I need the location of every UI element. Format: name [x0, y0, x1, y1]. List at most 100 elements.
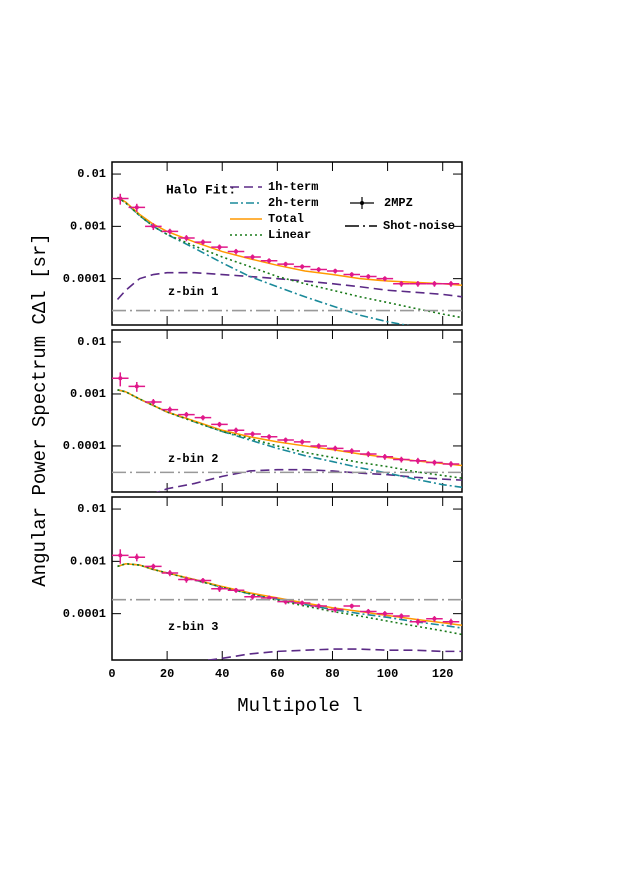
data-point [250, 254, 255, 259]
x-tick-label: 40 [215, 667, 229, 681]
data-point [432, 460, 437, 465]
y-tick-label: 0.001 [70, 220, 106, 234]
x-tick-label: 60 [270, 667, 284, 681]
data-point [399, 457, 404, 462]
data-point [366, 609, 371, 614]
y-tick-label: 0.0001 [63, 439, 106, 453]
data-point [184, 235, 189, 240]
series-line [116, 271, 462, 301]
data-point [283, 438, 288, 443]
data-point [415, 619, 420, 624]
data-point [432, 616, 437, 621]
data-point [349, 604, 354, 609]
data-point [200, 578, 205, 583]
x-tick-label: 120 [432, 667, 454, 681]
series-line [117, 196, 410, 325]
legend-label: Shot-noise [383, 219, 455, 233]
data-point [283, 262, 288, 267]
data-point [300, 264, 305, 269]
data-point [432, 281, 437, 286]
data-point [415, 281, 420, 286]
data-point [184, 577, 189, 582]
data-point [333, 607, 338, 612]
series-line [117, 196, 462, 319]
data-point [366, 451, 371, 456]
y-tick-label: 0.0001 [63, 272, 106, 286]
legend-label: 1h-term [268, 180, 318, 194]
data-point [151, 400, 156, 405]
data-point [366, 274, 371, 279]
legend-label: 2MPZ [384, 196, 413, 210]
legend-label: Linear [268, 228, 311, 242]
data-point [151, 564, 156, 569]
x-tick-label: 0 [108, 667, 115, 681]
data-point [399, 614, 404, 619]
data-point [200, 240, 205, 245]
y-tick-label: 0.0001 [63, 607, 106, 621]
data-point [300, 600, 305, 605]
data-point [333, 446, 338, 451]
data-point [448, 619, 453, 624]
data-point [217, 245, 222, 250]
annotation: z-bin 2 [168, 452, 218, 466]
plot-area [112, 193, 462, 325]
data-point [349, 448, 354, 453]
data-point [333, 269, 338, 274]
data-point [399, 281, 404, 286]
y-axis-label: Angular Power Spectrum CΔl [sr] [29, 233, 51, 586]
legend-swatch [360, 201, 364, 205]
x-tick-label: 100 [377, 667, 399, 681]
series-line [117, 389, 462, 489]
data-point [167, 407, 172, 412]
data-point [250, 594, 255, 599]
data-point [415, 458, 420, 463]
data-point [448, 461, 453, 466]
annotation: z-bin 1 [168, 285, 218, 299]
series-line [202, 648, 462, 660]
y-tick-label: 0.01 [77, 335, 106, 349]
legend-title: Halo Fit: [166, 182, 236, 197]
data-point [283, 599, 288, 604]
x-tick-label: 20 [160, 667, 174, 681]
data-point [267, 434, 272, 439]
data-point [448, 281, 453, 286]
data-point [134, 205, 139, 210]
x-tick-label: 80 [325, 667, 339, 681]
y-tick-label: 0.001 [70, 387, 106, 401]
panel-frame [111, 329, 463, 493]
data-point [118, 376, 123, 381]
x-axis-label: Multipole l [237, 695, 362, 717]
y-tick-label: 0.01 [77, 502, 106, 516]
data-point [184, 412, 189, 417]
data-point [200, 415, 205, 420]
data-point [382, 276, 387, 281]
data-point [151, 224, 156, 229]
data-point [382, 454, 387, 459]
data-point [316, 267, 321, 272]
data-point [250, 431, 255, 436]
data-point [134, 555, 139, 560]
data-point [300, 439, 305, 444]
data-point [316, 443, 321, 448]
plot-area [112, 372, 462, 492]
data-point [167, 570, 172, 575]
data-point [118, 553, 123, 558]
plot-area [112, 549, 462, 660]
data-point [382, 611, 387, 616]
series-line [155, 468, 462, 492]
data-point [234, 249, 239, 254]
data-point [316, 604, 321, 609]
data-point [217, 422, 222, 427]
data-point [134, 384, 139, 389]
data-point [217, 586, 222, 591]
legend-label: Total [268, 212, 304, 226]
y-tick-label: 0.001 [70, 555, 106, 569]
y-tick-label: 0.01 [77, 167, 106, 181]
data-point [118, 196, 123, 201]
panel-frame [111, 496, 463, 661]
annotation: z-bin 3 [168, 620, 218, 634]
data-point [267, 258, 272, 263]
legend-label: 2h-term [268, 196, 318, 210]
series-line [117, 562, 462, 636]
